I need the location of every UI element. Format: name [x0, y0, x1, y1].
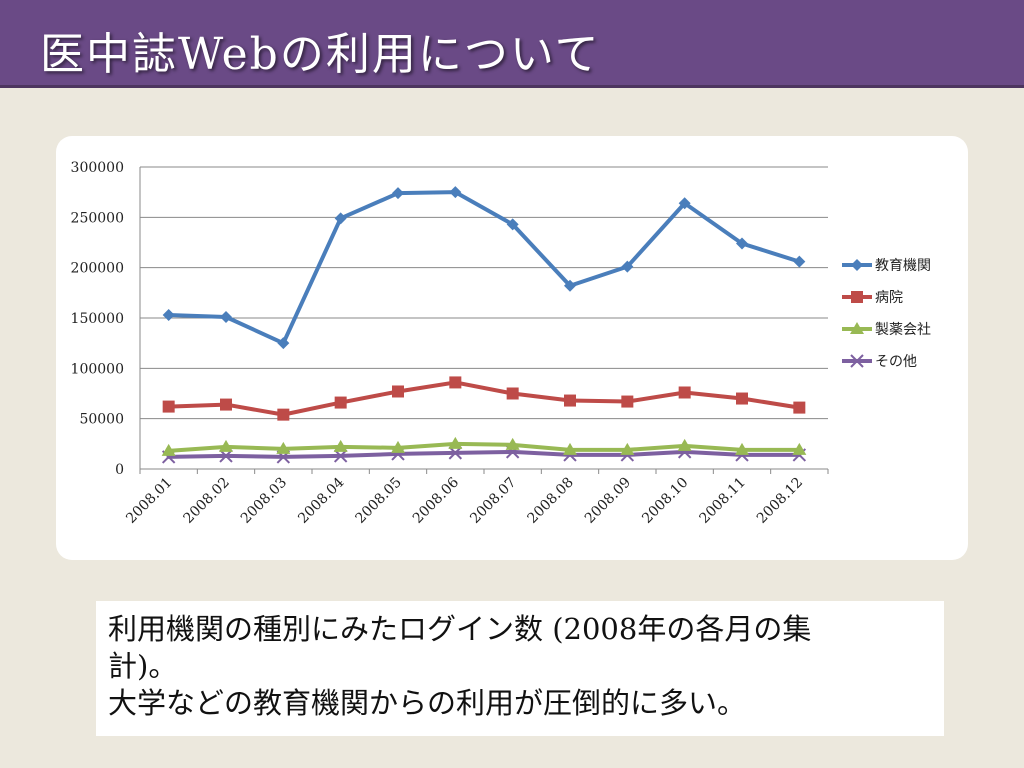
data-point [678, 386, 691, 399]
data-point [333, 449, 348, 463]
data-point [621, 395, 634, 408]
data-point [678, 197, 691, 210]
x-tick-label: 2008.08 [525, 475, 577, 527]
data-point [392, 187, 404, 200]
x-tick-label: 2008.09 [582, 475, 634, 527]
x-tick-label: 2008.02 [181, 475, 233, 527]
x-tick-label: 2008.12 [754, 475, 806, 527]
caption-box: 利用機関の種別にみたログイン数 (2008年の各月の集 計)。 大学などの教育機… [96, 601, 944, 736]
series-line-0 [166, 190, 802, 346]
data-point [391, 440, 405, 453]
data-point [506, 387, 519, 400]
data-point [277, 337, 290, 350]
data-point [220, 310, 232, 323]
caption-line: 計)。 [108, 649, 178, 683]
data-point [448, 446, 463, 460]
data-point [219, 439, 233, 452]
data-point [448, 436, 463, 449]
data-point [219, 449, 233, 463]
data-point [277, 408, 290, 421]
chart-card: 0 50000 100000 150000 200000 250000 300000 2008… [56, 136, 968, 560]
data-point [677, 438, 692, 451]
data-point [162, 308, 175, 321]
data-point [621, 260, 634, 273]
y-tick-label: 100000 [71, 361, 124, 377]
data-point [162, 400, 175, 413]
data-point [334, 396, 347, 409]
legend-entry: 教育機関 [875, 258, 931, 274]
x-tick-label: 2008.10 [639, 475, 691, 527]
x-tick-label: 2008.05 [353, 475, 405, 527]
legend-entry: その他 [875, 354, 917, 370]
data-point [793, 255, 806, 268]
data-point [564, 279, 576, 292]
data-point [620, 442, 635, 455]
series-line-3 [166, 449, 802, 459]
data-point [220, 398, 232, 411]
data-point [276, 441, 291, 454]
data-point [505, 437, 520, 450]
title-bar: 医中誌Webの利用について [0, 0, 1024, 88]
legend-marker [850, 322, 864, 334]
x-tick-label: 2008.01 [123, 475, 175, 527]
x-tick-label: 2008.04 [295, 474, 347, 526]
y-tick-label: 200000 [71, 261, 124, 277]
data-point [334, 212, 347, 225]
slide-title: 医中誌Webの利用について [40, 29, 601, 80]
data-point [736, 392, 748, 405]
caption-line: 利用機関の種別にみたログイン数 (2008年の各月の集 [108, 612, 812, 646]
legend-marker [851, 259, 863, 271]
data-point [449, 186, 462, 199]
data-point [392, 385, 404, 398]
x-tick-label: 2008.11 [697, 475, 749, 527]
series-line-1 [166, 380, 802, 417]
series-line-2 [166, 441, 802, 453]
x-tick-label: 2008.07 [467, 475, 519, 527]
line-chart: 0 50000 100000 150000 200000 250000 300000 2008… [71, 160, 931, 527]
data-point [736, 237, 748, 250]
legend-marker [850, 354, 864, 368]
y-tick-label: 0 [115, 462, 124, 478]
x-tick-label: 2008.03 [238, 475, 290, 527]
legend-marker [851, 291, 863, 303]
data-point [563, 442, 577, 455]
data-point [161, 443, 176, 456]
data-point [793, 401, 806, 414]
data-point [792, 442, 807, 455]
y-tick-label: 50000 [79, 412, 124, 428]
data-point [506, 218, 519, 231]
data-point [333, 439, 348, 452]
data-point [564, 394, 576, 407]
x-tick-label: 2008.06 [410, 474, 462, 526]
caption-line: 大学などの教育機関からの利用が圧倒的に多い。 [108, 686, 747, 720]
y-tick-label: 300000 [71, 160, 124, 176]
y-tick-label: 150000 [71, 311, 124, 327]
y-tick-label: 250000 [71, 210, 124, 226]
legend-entry: 製薬会社 [875, 322, 931, 338]
legend-entry: 病院 [875, 290, 903, 306]
data-point [735, 442, 749, 455]
data-point [449, 376, 462, 389]
